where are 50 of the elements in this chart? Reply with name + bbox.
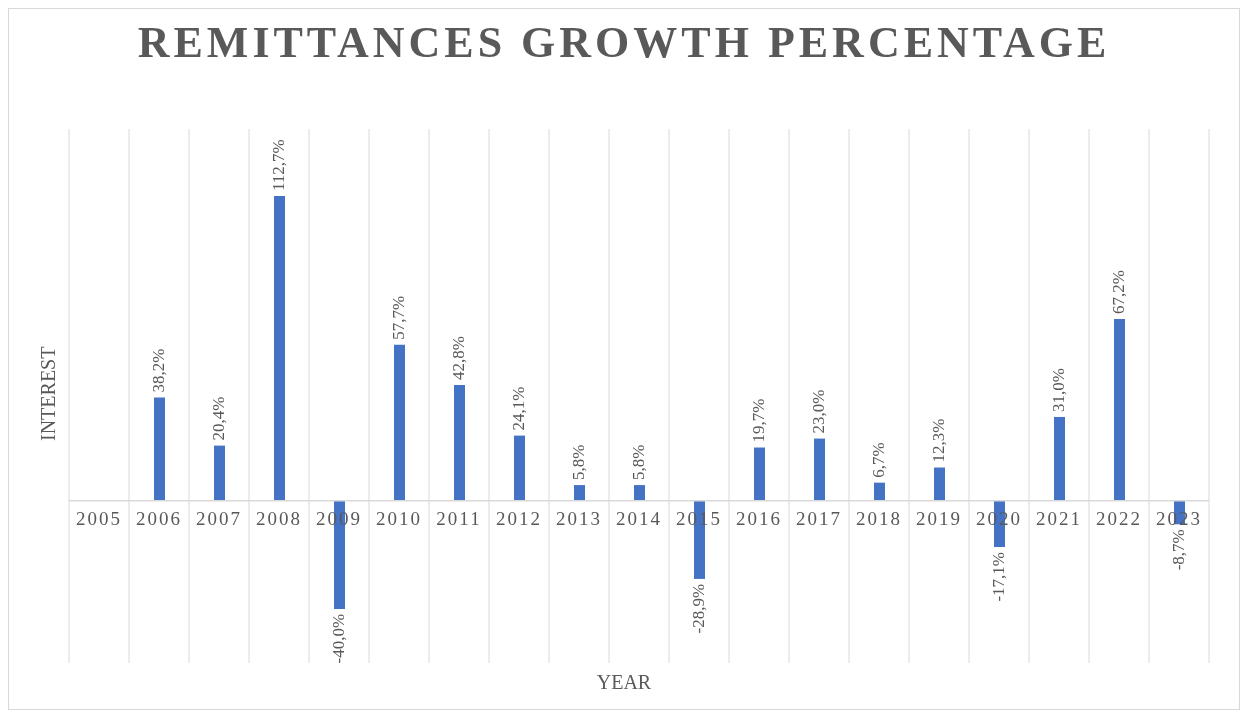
- x-axis-title: YEAR: [595, 671, 653, 694]
- x-tick-label: 2006: [136, 507, 182, 529]
- data-label: 57,7%: [389, 295, 409, 340]
- data-label: 6,7%: [869, 442, 889, 478]
- bar: [814, 438, 825, 501]
- bar: [454, 385, 465, 501]
- bar: [634, 485, 645, 501]
- data-label: -17,1%: [989, 552, 1009, 602]
- x-tick-label: 2008: [256, 507, 302, 529]
- x-tick-label: 2012: [496, 507, 542, 529]
- data-label: 31,0%: [1049, 368, 1069, 412]
- data-label: 23,0%: [809, 389, 829, 434]
- chart-title: REMITTANCES GROWTH PERCENTAGE: [136, 17, 1112, 68]
- bar: [394, 344, 405, 501]
- data-label: 12,3%: [929, 418, 949, 463]
- x-tick-label: 2007: [196, 507, 242, 529]
- data-label: 112,7%: [269, 139, 289, 192]
- x-tick-label: 2017: [796, 507, 842, 529]
- data-label: 24,1%: [509, 386, 529, 431]
- x-tick-label: 2018: [856, 507, 902, 529]
- bar: [154, 397, 165, 501]
- bar: [874, 482, 885, 501]
- bar: [754, 447, 765, 501]
- data-label: -8,7%: [1169, 529, 1189, 571]
- bar: [934, 467, 945, 501]
- x-tick-label: 2011: [436, 507, 482, 529]
- data-label: 67,2%: [1109, 270, 1129, 315]
- data-label: 20,4%: [209, 396, 229, 441]
- x-tick-label: 2005: [76, 507, 122, 529]
- bar: [274, 196, 285, 501]
- x-tick-label: 2019: [916, 507, 962, 529]
- data-label: 19,7%: [749, 398, 769, 443]
- x-tick-label: 2013: [556, 507, 602, 529]
- data-label: 5,8%: [569, 444, 589, 481]
- data-label: 38,2%: [149, 348, 169, 393]
- x-tick-label: 2022: [1096, 507, 1142, 529]
- data-label: 5,8%: [629, 444, 649, 481]
- bar: [514, 435, 525, 501]
- bar: [214, 445, 225, 501]
- bar: [1054, 416, 1065, 501]
- bar: [574, 485, 585, 501]
- data-label: -28,9%: [689, 583, 709, 634]
- x-tick-label: 2021: [1036, 507, 1082, 529]
- y-axis-title: INTEREST: [37, 346, 60, 441]
- data-label: -40,0%: [329, 613, 349, 664]
- x-tick-label: 2010: [376, 507, 422, 529]
- x-tick-label: 2014: [616, 507, 662, 529]
- data-label: 42,8%: [449, 336, 469, 381]
- bar: [1114, 319, 1125, 501]
- x-tick-label: 2016: [736, 507, 782, 529]
